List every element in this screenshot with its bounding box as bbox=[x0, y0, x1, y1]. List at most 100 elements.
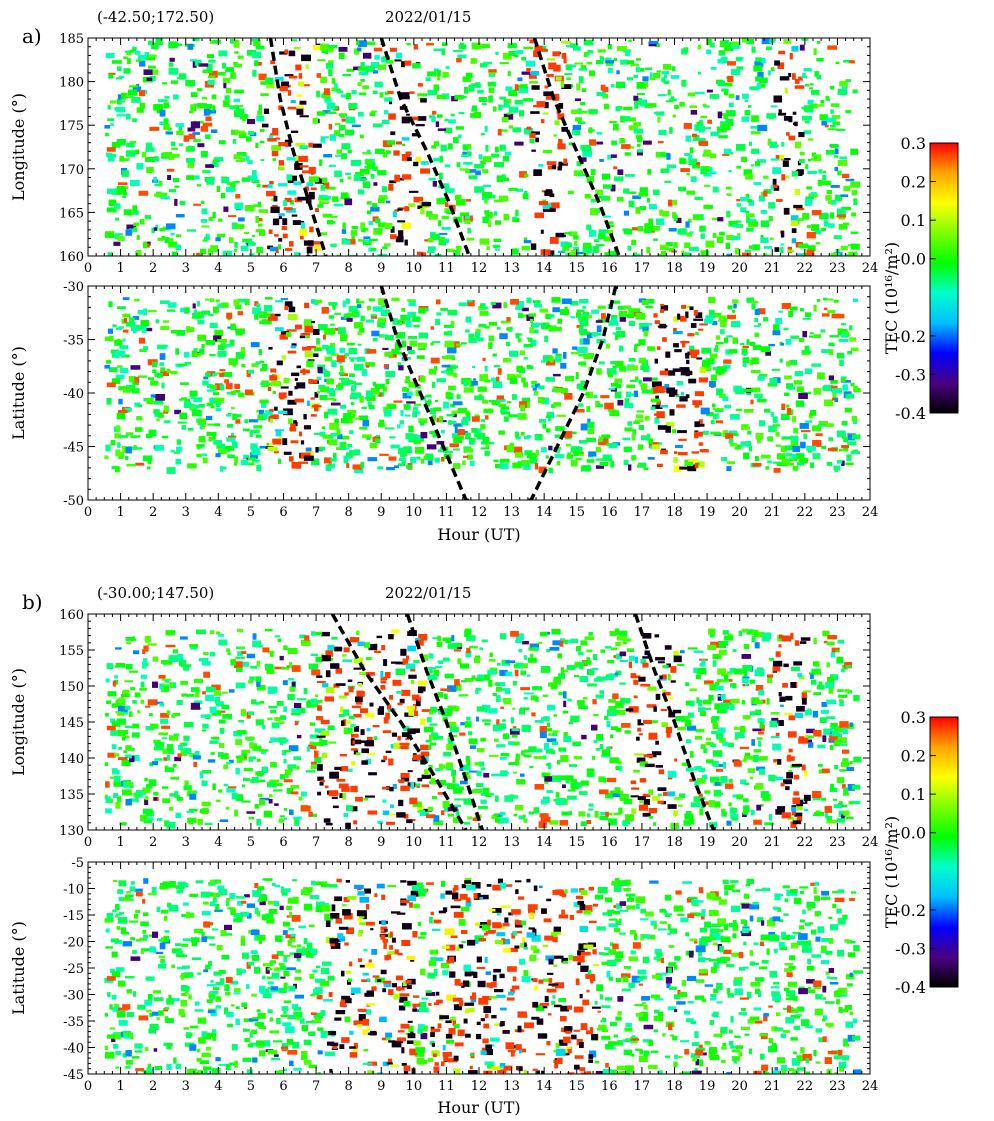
tec-cell bbox=[146, 397, 154, 404]
tec-cell bbox=[256, 217, 263, 222]
tec-cell bbox=[633, 128, 644, 134]
tec-cell bbox=[455, 252, 460, 256]
tec-cell bbox=[115, 217, 119, 221]
tec-cell bbox=[644, 223, 653, 230]
tec-cell bbox=[528, 811, 535, 815]
tec-cell bbox=[391, 348, 399, 355]
tec-cell bbox=[795, 453, 805, 460]
tec-cell bbox=[122, 338, 126, 342]
tec-cell bbox=[309, 226, 314, 233]
tec-cell bbox=[457, 429, 465, 436]
tec-cell bbox=[792, 416, 797, 423]
x-tick-label: 17 bbox=[634, 505, 651, 520]
tec-cell bbox=[794, 78, 800, 84]
tec-cell bbox=[677, 452, 688, 456]
tec-cell bbox=[324, 378, 329, 382]
tec-cell bbox=[352, 160, 362, 165]
tec-cell bbox=[160, 367, 165, 372]
tec-cell bbox=[553, 134, 558, 137]
tec-cell bbox=[241, 157, 246, 160]
x-tick-label: 4 bbox=[214, 505, 222, 520]
tec-cell bbox=[694, 400, 699, 408]
tec-cell bbox=[294, 252, 300, 256]
tec-cell bbox=[296, 382, 306, 389]
tec-cell bbox=[105, 796, 111, 804]
tec-cell bbox=[310, 458, 319, 466]
tec-cell bbox=[728, 41, 733, 48]
tec-cell bbox=[264, 319, 272, 325]
tec-cell bbox=[514, 141, 524, 146]
tec-cell bbox=[526, 452, 536, 459]
tec-cell bbox=[506, 112, 512, 115]
tec-cell bbox=[104, 125, 111, 129]
tec-cell bbox=[383, 243, 391, 247]
tec-cell bbox=[175, 123, 185, 127]
tec-cell bbox=[655, 151, 666, 158]
tec-cell bbox=[573, 756, 583, 760]
tec-cell bbox=[326, 378, 334, 385]
tec-cell bbox=[683, 820, 691, 826]
tec-cell bbox=[685, 311, 689, 319]
tec-cell bbox=[612, 332, 622, 335]
tec-cell bbox=[698, 126, 706, 132]
tec-cell bbox=[670, 666, 677, 673]
tec-cell bbox=[545, 377, 555, 382]
tec-cell bbox=[826, 190, 832, 194]
tec-cell bbox=[274, 717, 281, 722]
tec-cell bbox=[176, 439, 182, 445]
tec-cell bbox=[688, 458, 699, 462]
tec-cell bbox=[320, 719, 330, 725]
tec-cell bbox=[225, 67, 234, 72]
tec-cell bbox=[617, 399, 624, 406]
tec-cell bbox=[574, 675, 580, 678]
tec-cell bbox=[117, 711, 125, 716]
tec-cell bbox=[155, 394, 165, 401]
tec-cell bbox=[106, 147, 116, 152]
tec-cell bbox=[359, 168, 370, 175]
tec-cell bbox=[507, 373, 516, 381]
tec-cell bbox=[279, 742, 283, 745]
tec-cell bbox=[194, 138, 201, 143]
tec-cell bbox=[366, 201, 372, 205]
tec-cell bbox=[677, 313, 681, 320]
tec-cell bbox=[742, 676, 750, 679]
tec-cell bbox=[170, 329, 178, 334]
tec-cell bbox=[186, 810, 195, 813]
tec-cell bbox=[208, 313, 214, 317]
tec-cell bbox=[785, 786, 790, 791]
tec-cell bbox=[534, 212, 544, 219]
tec-cell bbox=[708, 296, 716, 304]
tec-cell bbox=[406, 464, 412, 469]
tec-cell bbox=[689, 147, 694, 154]
tec-cell bbox=[261, 766, 269, 774]
tec-cell bbox=[532, 300, 541, 303]
tec-cell bbox=[202, 723, 209, 729]
tec-cell bbox=[259, 229, 266, 236]
tec-cell bbox=[567, 795, 577, 800]
tec-cell bbox=[679, 367, 690, 371]
tec-cell bbox=[729, 443, 738, 447]
tec-cell bbox=[378, 706, 385, 709]
tec-cell bbox=[247, 160, 253, 164]
tec-cell bbox=[598, 229, 608, 234]
tec-cell bbox=[353, 820, 358, 825]
tec-cell bbox=[211, 94, 217, 100]
tec-cell bbox=[194, 404, 200, 409]
tec-cell bbox=[306, 746, 310, 752]
tec-cell bbox=[732, 683, 737, 689]
y-tick-label: -45 bbox=[63, 441, 84, 456]
tec-cell bbox=[129, 755, 135, 763]
tec-cell bbox=[399, 420, 405, 425]
tec-cell bbox=[657, 463, 663, 467]
tec-cell bbox=[614, 378, 623, 383]
tec-cell bbox=[660, 250, 667, 256]
tec-cell bbox=[110, 123, 115, 126]
tec-cell bbox=[296, 706, 301, 712]
tec-cell bbox=[441, 355, 450, 359]
tec-cell bbox=[465, 169, 471, 174]
tec-cell bbox=[144, 215, 151, 220]
tec-cell bbox=[555, 792, 560, 798]
tec-cell bbox=[837, 160, 848, 166]
tec-cell bbox=[726, 679, 733, 682]
tec-cell bbox=[442, 637, 452, 642]
